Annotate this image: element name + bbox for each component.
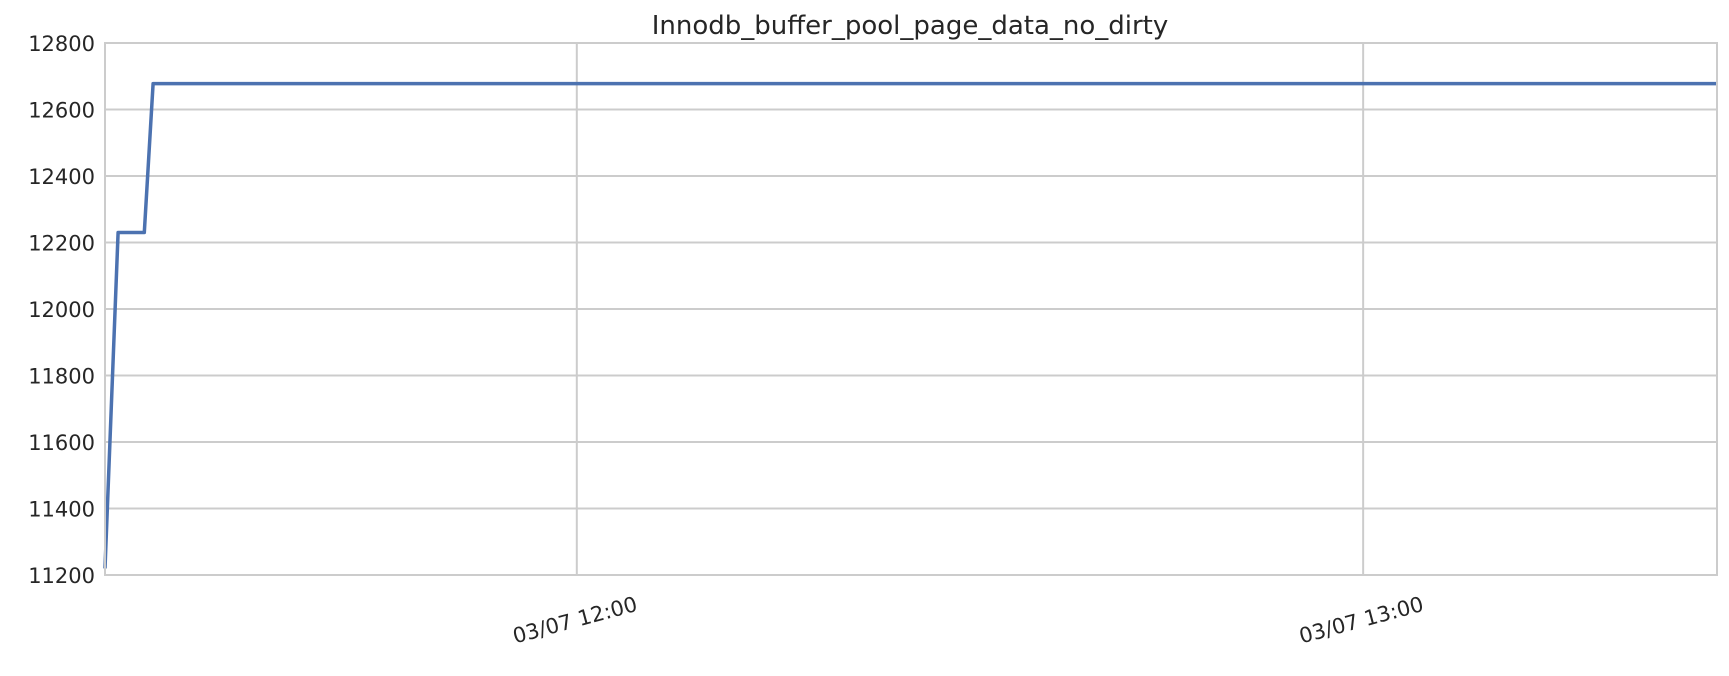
x-axis: 03/07 12:00 03/07 13:00	[510, 592, 1426, 648]
y-tick-label: 12400	[28, 165, 95, 189]
y-tick-label: 11400	[28, 498, 95, 522]
plot-frame	[104, 42, 1718, 576]
y-axis: 11200 11400 11600 11800 12000 12200 12400 12600…	[28, 32, 95, 588]
y-tick-label: 12600	[28, 99, 95, 123]
chart-title: Innodb_buffer_pool_page_data_no_dirty	[652, 11, 1169, 41]
y-tick-label: 12800	[28, 32, 95, 56]
y-tick-label: 11800	[28, 365, 95, 389]
grid	[105, 42, 1717, 576]
x-tick-label: 03/07 13:00	[1297, 592, 1427, 648]
series-line	[103, 81, 1717, 569]
y-tick-label: 11200	[28, 564, 95, 588]
series-group	[103, 81, 1717, 569]
y-tick-label: 11600	[28, 431, 95, 455]
x-tick-label: 03/07 12:00	[510, 592, 640, 648]
y-tick-label: 12000	[28, 298, 95, 322]
y-tick-label: 12200	[28, 232, 95, 256]
